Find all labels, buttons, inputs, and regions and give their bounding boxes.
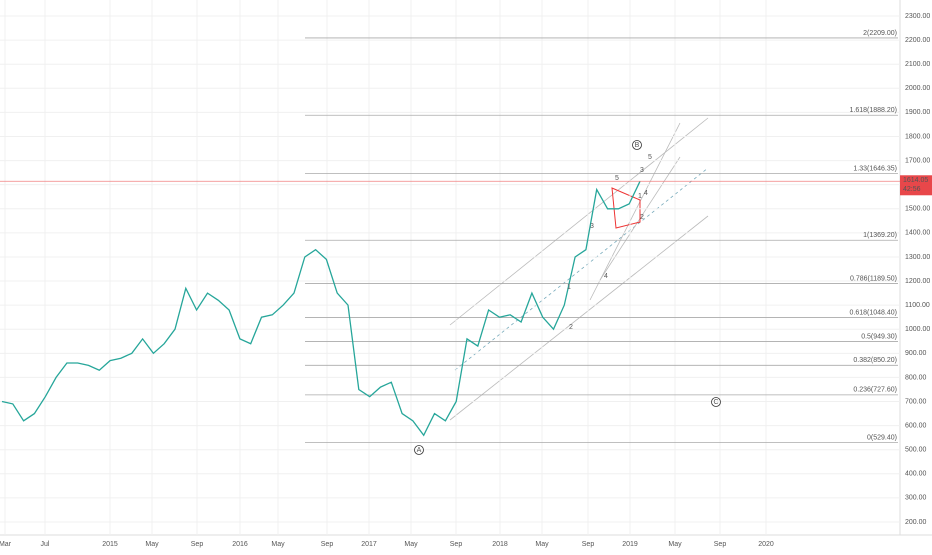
wave-label: 2	[569, 324, 573, 331]
y-tick-label: 1000.00	[905, 326, 930, 333]
y-tick-label: 1700.00	[905, 157, 930, 164]
wave-label: 1	[567, 284, 571, 291]
wave-circle	[414, 445, 424, 455]
y-tick-label: 2100.00	[905, 61, 930, 68]
x-tick-label: Sep	[714, 541, 727, 548]
x-tick-label: May	[668, 541, 682, 548]
last-price-box	[900, 175, 932, 196]
wave-label: B	[635, 142, 640, 149]
x-tick-label: 2016	[232, 541, 248, 548]
x-tick-label: Sep	[191, 541, 204, 548]
wave-label: 2	[640, 214, 644, 221]
fib-label: 0.5(949.30)	[861, 333, 897, 340]
y-tick-label: 200.00	[905, 519, 927, 526]
y-tick-label: 2200.00	[905, 37, 930, 44]
y-tick-label: 700.00	[905, 398, 927, 405]
x-tick-label: Mar	[0, 541, 12, 548]
fib-label: 2(2209.00)	[863, 30, 897, 37]
y-tick-label: 300.00	[905, 495, 927, 502]
y-tick-label: 2300.00	[905, 13, 930, 20]
y-tick-label: 1300.00	[905, 254, 930, 261]
wave-label: C	[713, 399, 718, 406]
last-price-label: 1614.05	[903, 177, 928, 184]
y-tick-label: 900.00	[905, 350, 927, 357]
fib-label: 0.236(727.60)	[853, 387, 897, 394]
y-tick-label: 800.00	[905, 374, 927, 381]
x-tick-label: Sep	[450, 541, 463, 548]
y-tick-label: 1100.00	[905, 302, 930, 309]
y-tick-label: 1400.00	[905, 230, 930, 237]
y-tick-label: 500.00	[905, 447, 927, 454]
fib-label: 1.33(1646.35)	[853, 165, 897, 172]
x-tick-label: 2020	[758, 541, 774, 548]
wave-circle	[711, 397, 721, 407]
wave-circle	[632, 140, 642, 150]
x-tick-label: May	[535, 541, 549, 548]
y-tick-label: 600.00	[905, 422, 927, 429]
wave-label: 3	[590, 223, 594, 230]
countdown: 42:56	[903, 186, 921, 193]
fib-label: 0.786(1189.50)	[850, 275, 897, 282]
fib-label: 0(529.40)	[867, 434, 897, 441]
fib-label: 1.618(1888.20)	[850, 107, 897, 114]
wave-label: 5	[648, 154, 652, 161]
y-tick-label: 1500.00	[905, 206, 930, 213]
triangle	[611, 187, 641, 229]
wave-label: A	[417, 447, 422, 454]
x-tick-label: May	[404, 541, 418, 548]
wave-label: 4	[604, 273, 608, 280]
x-tick-label: 2015	[102, 541, 118, 548]
wave-label: 1	[638, 193, 642, 200]
x-tick-label: May	[145, 541, 159, 548]
fib-label: 0.618(1048.40)	[850, 309, 897, 316]
x-tick-label: 2017	[361, 541, 377, 548]
x-tick-label: May	[271, 541, 285, 548]
fib-label: 0.382(850.20)	[853, 357, 897, 364]
x-tick-label: 2019	[622, 541, 638, 548]
y-tick-label: 1800.00	[905, 133, 930, 140]
fib-label: 1(1369.20)	[863, 232, 897, 239]
x-tick-label: Jul	[41, 541, 50, 548]
price-line	[1, 181, 641, 437]
wave-label: 4	[644, 190, 648, 197]
y-tick-label: 1200.00	[905, 278, 930, 285]
y-tick-label: 2000.00	[905, 85, 930, 92]
x-tick-label: Sep	[582, 541, 595, 548]
x-tick-label: Sep	[321, 541, 334, 548]
y-tick-label: 1900.00	[905, 109, 930, 116]
x-tick-label: 2018	[492, 541, 508, 548]
y-tick-label: 400.00	[905, 471, 927, 478]
wave-label: 5	[615, 175, 619, 182]
wave-label: 3	[640, 167, 644, 174]
